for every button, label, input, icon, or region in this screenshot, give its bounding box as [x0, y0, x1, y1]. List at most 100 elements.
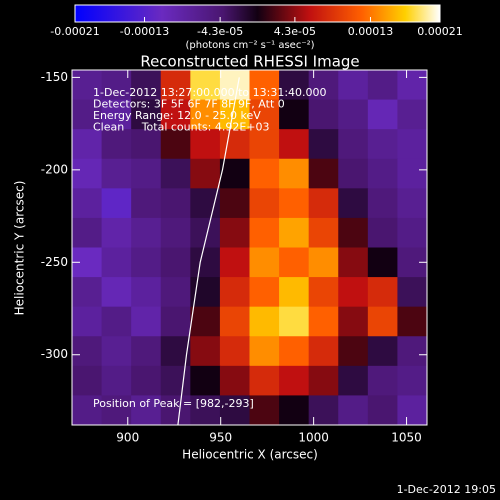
- cell: [397, 188, 428, 219]
- cell: [308, 277, 339, 308]
- limb-line: [177, 77, 240, 426]
- colorbar: [74, 4, 441, 23]
- cell: [72, 336, 103, 367]
- cell: [249, 129, 280, 160]
- cell: [367, 158, 398, 189]
- cell: [190, 70, 221, 101]
- cell: [249, 99, 280, 130]
- cell: [219, 336, 250, 367]
- cell: [160, 129, 191, 160]
- cell: [72, 365, 103, 396]
- x-tick-label: 1050: [391, 431, 422, 445]
- cell: [219, 70, 250, 101]
- cell: [308, 188, 339, 219]
- cell: [397, 158, 428, 189]
- cell: [338, 247, 369, 278]
- cell: [131, 306, 162, 337]
- peak-note: Position of Peak = [982,-293]: [93, 397, 254, 410]
- annotation: Clean Total counts: 4.92E+03: [93, 121, 270, 134]
- cell: [397, 129, 428, 160]
- cell: [249, 336, 280, 367]
- cell: [338, 365, 369, 396]
- cell: [72, 395, 103, 426]
- cell: [308, 129, 339, 160]
- y-tick-label: -300: [41, 347, 68, 361]
- cell: [101, 277, 132, 308]
- cell: [338, 217, 369, 248]
- colorbar-label: (photons cm⁻² s⁻¹ asec⁻²): [185, 40, 314, 51]
- cell: [131, 129, 162, 160]
- cell: [249, 188, 280, 219]
- y-tick-label: -200: [41, 162, 68, 176]
- cell: [367, 365, 398, 396]
- cell: [338, 395, 369, 426]
- y-tick-label: -150: [41, 70, 68, 84]
- cell: [279, 217, 310, 248]
- cell: [338, 70, 369, 101]
- cell: [190, 158, 221, 189]
- cell: [131, 247, 162, 278]
- cell: [279, 336, 310, 367]
- cell: [160, 277, 191, 308]
- colorbar-tick-label: -0.00013: [120, 25, 169, 38]
- cell: [190, 306, 221, 337]
- cell: [279, 99, 310, 130]
- chart-title: Reconstructed RHESSI Image: [140, 53, 359, 71]
- cell: [101, 70, 132, 101]
- cell: [101, 306, 132, 337]
- cell: [219, 306, 250, 337]
- cell: [338, 129, 369, 160]
- cell: [72, 277, 103, 308]
- cell: [279, 247, 310, 278]
- cell: [160, 365, 191, 396]
- cell: [160, 99, 191, 130]
- cell: [249, 70, 280, 101]
- colorbar-tick-label: 0.00013: [348, 25, 394, 38]
- cell: [131, 395, 162, 426]
- cell: [367, 247, 398, 278]
- cell: [338, 336, 369, 367]
- cell: [367, 277, 398, 308]
- cell: [72, 188, 103, 219]
- cell: [160, 247, 191, 278]
- cell: [160, 336, 191, 367]
- cell: [160, 306, 191, 337]
- image: [72, 70, 428, 426]
- cell: [397, 217, 428, 248]
- cell: [308, 247, 339, 278]
- cell: [190, 217, 221, 248]
- colorbar-tick-label: 4.3e-05: [274, 25, 316, 38]
- cell: [279, 395, 310, 426]
- cell: [249, 217, 280, 248]
- cell: [367, 188, 398, 219]
- cell: [367, 129, 398, 160]
- cell: [190, 129, 221, 160]
- cell: [101, 395, 132, 426]
- cell: [367, 217, 398, 248]
- cell: [397, 365, 428, 396]
- annotation: Detectors: 3F 5F 6F 7F 8F 9F, Att 0: [93, 98, 285, 111]
- cell: [367, 306, 398, 337]
- cell: [279, 188, 310, 219]
- cell: [249, 365, 280, 396]
- cell: [101, 247, 132, 278]
- annotation: 1-Dec-2012 13:27:00.000 to 13:31:40.000: [93, 86, 327, 99]
- cell: [219, 365, 250, 396]
- cell: [131, 99, 162, 130]
- y-tick-label: -250: [41, 255, 68, 269]
- cell: [72, 158, 103, 189]
- cell: [101, 99, 132, 130]
- cell: [338, 158, 369, 189]
- cell: [367, 99, 398, 130]
- colorbar-tick-label: 0.00021: [417, 25, 463, 38]
- cell: [131, 336, 162, 367]
- cell: [249, 306, 280, 337]
- cell: [367, 70, 398, 101]
- cell: [101, 217, 132, 248]
- cell: [219, 129, 250, 160]
- cell: [72, 99, 103, 130]
- cell: [279, 70, 310, 101]
- cell: [397, 99, 428, 130]
- x-axis-title: Heliocentric X (arcsec): [182, 448, 318, 462]
- cell: [101, 336, 132, 367]
